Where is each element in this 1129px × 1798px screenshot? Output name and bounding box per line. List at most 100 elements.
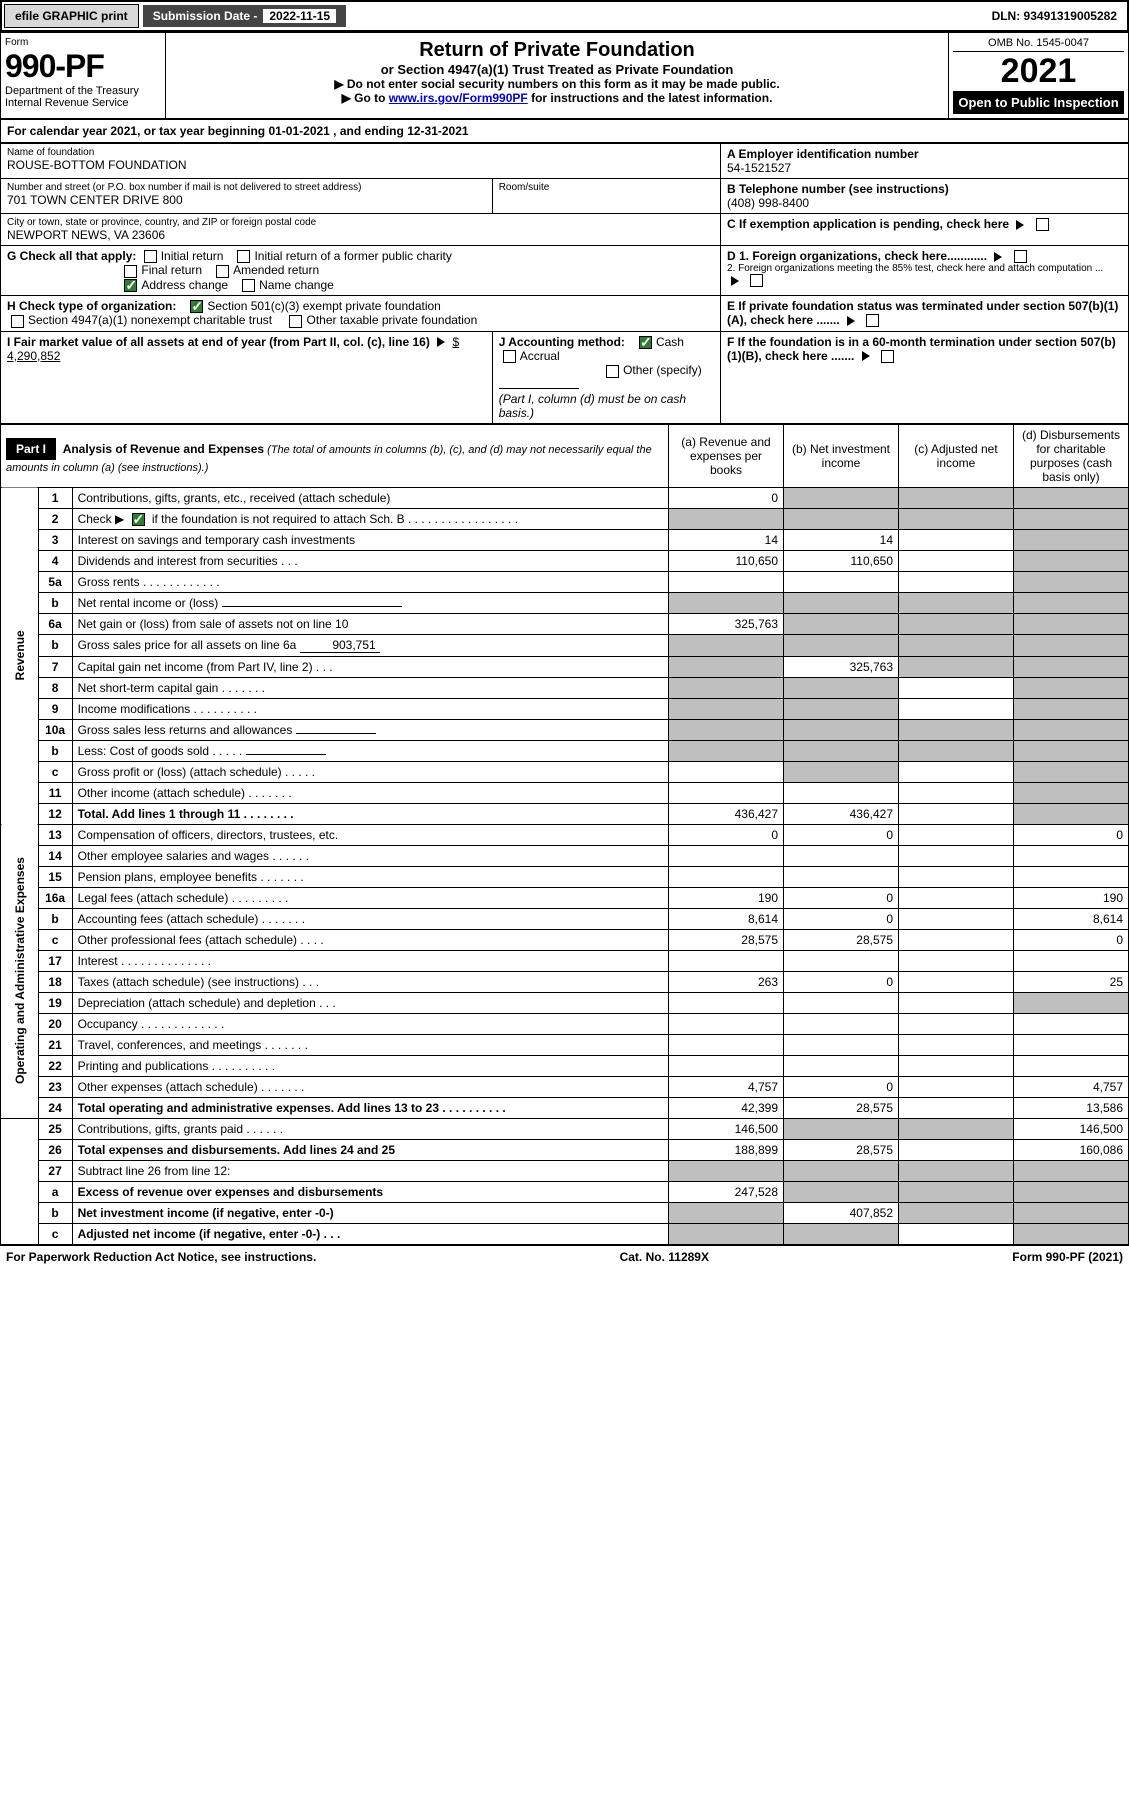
table-row: 11Other income (attach schedule) . . . .… (1, 782, 1129, 803)
line-num: 7 (38, 656, 72, 677)
line-num: 9 (38, 698, 72, 719)
val-c (899, 866, 1014, 887)
val-b: 28,575 (784, 1097, 899, 1118)
r10b-line (246, 754, 326, 755)
val-a (669, 1223, 784, 1244)
val-d (1014, 487, 1129, 508)
val-a (669, 508, 784, 529)
e-checkbox[interactable] (866, 314, 879, 327)
val-a (669, 761, 784, 782)
info-block: Name of foundation ROUSE-BOTTOM FOUNDATI… (0, 143, 1129, 424)
irs-label: Internal Revenue Service (5, 97, 161, 109)
table-row: 26Total expenses and disbursements. Add … (1, 1139, 1129, 1160)
r10a-line (296, 733, 376, 734)
val-c (899, 698, 1014, 719)
j-accrual-checkbox[interactable] (503, 350, 516, 363)
val-d: 25 (1014, 971, 1129, 992)
line-num: 20 (38, 1013, 72, 1034)
g-opt-1: Initial return of a former public charit… (254, 249, 451, 263)
g-initial-checkbox[interactable] (144, 250, 157, 263)
line-num: b (38, 908, 72, 929)
line-label: Printing and publications . . . . . . . … (72, 1055, 668, 1076)
val-d (1014, 656, 1129, 677)
j-other-checkbox[interactable] (606, 365, 619, 378)
form-number: 990-PF (5, 48, 161, 85)
line-num: 19 (38, 992, 72, 1013)
line-label: Other income (attach schedule) . . . . .… (72, 782, 668, 803)
table-row: 14Other employee salaries and wages . . … (1, 845, 1129, 866)
h-501c3-checkbox[interactable] (190, 300, 203, 313)
h-other-checkbox[interactable] (289, 315, 302, 328)
tel-label: B Telephone number (see instructions) (727, 182, 1122, 196)
line-num: 3 (38, 529, 72, 550)
line-label: Travel, conferences, and meetings . . . … (72, 1034, 668, 1055)
line-num: c (38, 929, 72, 950)
line-label: Net gain or (loss) from sale of assets n… (72, 613, 668, 634)
g-final-checkbox[interactable] (124, 265, 137, 278)
val-c (899, 1034, 1014, 1055)
h-opt-1: Section 4947(a)(1) nonexempt charitable … (28, 313, 272, 327)
i-label: I Fair market value of all assets at end… (7, 335, 430, 349)
line-label: Gross sales less returns and allowances (72, 719, 668, 740)
d2-checkbox[interactable] (750, 274, 763, 287)
table-row: 25Contributions, gifts, grants paid . . … (1, 1118, 1129, 1139)
g-opt-5: Name change (259, 278, 334, 292)
h-4947-checkbox[interactable] (11, 315, 24, 328)
expenses-section-label: Operating and Administrative Expenses (1, 824, 39, 1118)
line-label: Check ▶ if the foundation is not require… (72, 508, 668, 529)
arrow-icon (847, 316, 855, 326)
g-initial-former-checkbox[interactable] (237, 250, 250, 263)
form-number-cell: Form 990-PF Department of the Treasury I… (1, 33, 166, 119)
val-b (784, 1118, 899, 1139)
table-row: cGross profit or (loss) (attach schedule… (1, 761, 1129, 782)
addr-cell: Number and street (or P.O. box number if… (1, 179, 493, 214)
e-label: E If private foundation status was termi… (727, 299, 1118, 327)
name-cell: Name of foundation ROUSE-BOTTOM FOUNDATI… (1, 144, 721, 179)
tax-year: 2021 (953, 52, 1124, 91)
r5b-line (222, 606, 402, 607)
val-a (669, 782, 784, 803)
ein-cell: A Employer identification number 54-1521… (721, 144, 1129, 179)
irs-link[interactable]: www.irs.gov/Form990PF (389, 91, 528, 105)
d1-checkbox[interactable] (1014, 250, 1027, 263)
val-a (669, 719, 784, 740)
h-cell: H Check type of organization: Section 50… (1, 295, 721, 331)
val-c (899, 1202, 1014, 1223)
footer-left: For Paperwork Reduction Act Notice, see … (6, 1250, 316, 1264)
table-row: 24Total operating and administrative exp… (1, 1097, 1129, 1118)
table-row: cAdjusted net income (if negative, enter… (1, 1223, 1129, 1244)
line-num: 6a (38, 613, 72, 634)
val-b (784, 1223, 899, 1244)
val-c (899, 634, 1014, 656)
val-c (899, 508, 1014, 529)
val-c (899, 550, 1014, 571)
line-num: b (38, 634, 72, 656)
g-address-checkbox[interactable] (124, 279, 137, 292)
val-b (784, 1055, 899, 1076)
table-row: Operating and Administrative Expenses 13… (1, 824, 1129, 845)
val-b: 110,650 (784, 550, 899, 571)
g-amended-checkbox[interactable] (216, 265, 229, 278)
line-num: b (38, 592, 72, 613)
f-checkbox[interactable] (881, 350, 894, 363)
j-cash-checkbox[interactable] (639, 336, 652, 349)
form-word: Form (5, 37, 161, 48)
val-b: 0 (784, 971, 899, 992)
submission-label: Submission Date - (153, 9, 258, 23)
val-d: 0 (1014, 929, 1129, 950)
val-c (899, 1139, 1014, 1160)
val-d (1014, 571, 1129, 592)
g-name-checkbox[interactable] (242, 279, 255, 292)
c-checkbox[interactable] (1036, 218, 1049, 231)
val-b (784, 613, 899, 634)
val-d (1014, 550, 1129, 571)
val-d: 13,586 (1014, 1097, 1129, 1118)
table-row: cOther professional fees (attach schedul… (1, 929, 1129, 950)
val-a (669, 866, 784, 887)
j-opt-2: Other (specify) (623, 363, 702, 377)
table-row: bAccounting fees (attach schedule) . . .… (1, 908, 1129, 929)
line-label: Income modifications . . . . . . . . . . (72, 698, 668, 719)
part1-table: Part I Analysis of Revenue and Expenses … (0, 424, 1129, 1245)
r2-checkbox[interactable] (132, 513, 145, 526)
efile-print-button[interactable]: efile GRAPHIC print (4, 4, 139, 28)
